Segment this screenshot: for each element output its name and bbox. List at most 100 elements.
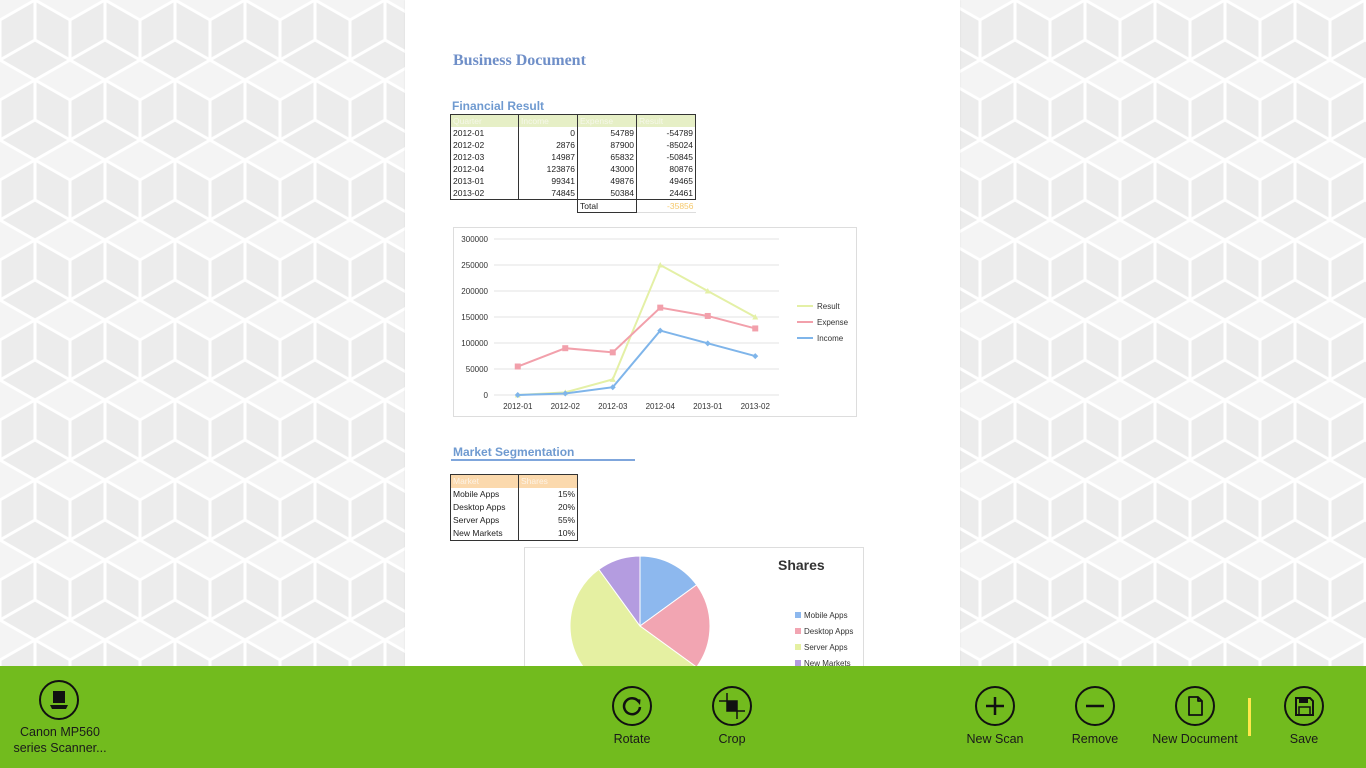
document-title: Business Document bbox=[453, 52, 586, 69]
line-chart: 300000 250000 200000 150000 100000 50000 0 2012… bbox=[461, 235, 849, 411]
plus-icon bbox=[975, 686, 1015, 726]
data-point bbox=[514, 392, 521, 398]
table-cell: 43000 bbox=[577, 163, 637, 175]
y-tick-label: 0 bbox=[484, 391, 489, 400]
table-row: Desktop Apps 20% bbox=[450, 501, 578, 514]
legend-label: Mobile Apps bbox=[804, 611, 848, 620]
table-cell: 14987 bbox=[518, 151, 578, 163]
app-bar: Canon MP560 series Scanner... Rotate Cro… bbox=[0, 666, 1366, 768]
table-cell: 74845 bbox=[518, 187, 578, 200]
table-cell: Desktop Apps bbox=[450, 501, 519, 514]
x-tick-label: 2012-03 bbox=[598, 402, 628, 411]
table-header: Quarter bbox=[450, 114, 519, 127]
table-cell: 55% bbox=[518, 514, 578, 527]
document-icon bbox=[1175, 686, 1215, 726]
legend-label: Expense bbox=[817, 318, 849, 327]
table-row: 2012-01 0 54789 -54789 bbox=[450, 127, 696, 139]
data-point bbox=[752, 325, 759, 332]
table-cell: 2876 bbox=[518, 139, 578, 151]
table-row: Server Apps 55% bbox=[450, 514, 578, 527]
table-cell: 2013-02 bbox=[450, 187, 519, 200]
table-cell: 123876 bbox=[518, 163, 578, 175]
pie-slice bbox=[639, 584, 711, 666]
table-cell: 2012-02 bbox=[450, 139, 519, 151]
table-cell: 54789 bbox=[577, 127, 637, 139]
table-header: Market bbox=[450, 474, 519, 488]
table-cell: 87900 bbox=[577, 139, 637, 151]
table-cell: Mobile Apps bbox=[450, 488, 519, 501]
table-cell: 80876 bbox=[636, 163, 696, 175]
rotate-label: Rotate bbox=[613, 732, 651, 746]
pie-slice bbox=[639, 555, 698, 627]
total-value: -35856 bbox=[636, 199, 696, 213]
line-chart-frame: 300000 250000 200000 150000 100000 50000 0 2012… bbox=[453, 227, 857, 417]
data-point bbox=[704, 312, 711, 319]
data-point bbox=[562, 390, 569, 397]
y-tick-label: 150000 bbox=[461, 313, 488, 322]
data-point bbox=[704, 340, 711, 347]
y-tick-label: 200000 bbox=[461, 287, 488, 296]
series-line-income bbox=[517, 329, 756, 396]
table-cell: 20% bbox=[518, 501, 578, 514]
scanner-label-line2: series Scanner... bbox=[13, 741, 107, 755]
financial-result-heading: Financial Result bbox=[452, 99, 545, 113]
legend-swatch bbox=[795, 644, 801, 650]
save-button[interactable]: Save bbox=[1264, 666, 1344, 768]
crop-button[interactable]: Crop bbox=[692, 666, 772, 768]
scanned-page-preview: Business Document Financial Result Quart… bbox=[405, 0, 960, 666]
table-cell: 50384 bbox=[577, 187, 637, 200]
table-header: Shares bbox=[518, 474, 578, 488]
table-row: 2012-02 2876 87900 -85024 bbox=[450, 139, 696, 151]
x-tick-label: 2013-01 bbox=[693, 402, 723, 411]
total-label: Total bbox=[577, 199, 637, 213]
data-point bbox=[704, 288, 711, 294]
table-row: Mobile Apps 15% bbox=[450, 488, 578, 501]
new-scan-label: New Scan bbox=[966, 732, 1024, 746]
rotate-button[interactable]: Rotate bbox=[592, 666, 672, 768]
remove-button[interactable]: Remove bbox=[1055, 666, 1135, 768]
table-header: Expense bbox=[577, 114, 637, 127]
crop-label: Crop bbox=[718, 732, 746, 746]
scanner-label-line1: Canon MP560 bbox=[20, 725, 100, 739]
y-tick-label: 250000 bbox=[461, 261, 488, 270]
table-cell: 2012-01 bbox=[450, 127, 519, 139]
y-tick-label: 100000 bbox=[461, 339, 488, 348]
legend-label: Desktop Apps bbox=[804, 627, 853, 636]
data-point bbox=[609, 376, 616, 382]
x-tick-label: 2012-04 bbox=[646, 402, 676, 411]
table-header: Income bbox=[518, 114, 578, 127]
series-line-expense bbox=[517, 306, 756, 368]
legend-label: Server Apps bbox=[804, 643, 848, 652]
legend-swatch bbox=[795, 612, 801, 618]
new-document-label: New Document bbox=[1152, 732, 1238, 746]
rotate-icon bbox=[612, 686, 652, 726]
table-row: 2013-01 99341 49876 49465 bbox=[450, 175, 696, 187]
table-cell: -85024 bbox=[636, 139, 696, 151]
table-cell: 2012-03 bbox=[450, 151, 519, 163]
crop-icon bbox=[712, 686, 752, 726]
table-cell: 49465 bbox=[636, 175, 696, 187]
table-cell: 24461 bbox=[636, 187, 696, 200]
data-point bbox=[609, 349, 616, 356]
table-row: 2012-03 14987 65832 -50845 bbox=[450, 151, 696, 163]
table-row: 2012-04 123876 43000 80876 bbox=[450, 163, 696, 175]
table-cell: 2013-01 bbox=[450, 175, 519, 187]
new-document-button[interactable]: New Document bbox=[1145, 666, 1245, 768]
legend-swatch bbox=[795, 628, 801, 634]
table-cell: -54789 bbox=[636, 127, 696, 139]
pie-slice bbox=[598, 555, 641, 628]
scanner-select-button[interactable]: Canon MP560 series Scanner... bbox=[10, 666, 110, 768]
table-row: New Markets 10% bbox=[450, 527, 578, 541]
data-point bbox=[514, 363, 521, 370]
scanner-label: Canon MP560 series Scanner... bbox=[10, 724, 110, 756]
table-cell: -50845 bbox=[636, 151, 696, 163]
table-row: 2013-02 74845 50384 24461 bbox=[450, 187, 696, 200]
data-point bbox=[609, 384, 616, 391]
table-header: Result bbox=[636, 114, 696, 127]
save-label: Save bbox=[1289, 732, 1319, 746]
table-cell: New Markets bbox=[450, 527, 519, 541]
pie-slice bbox=[569, 568, 696, 666]
data-point bbox=[752, 353, 759, 360]
data-point bbox=[657, 327, 664, 334]
new-scan-button[interactable]: New Scan bbox=[955, 666, 1035, 768]
